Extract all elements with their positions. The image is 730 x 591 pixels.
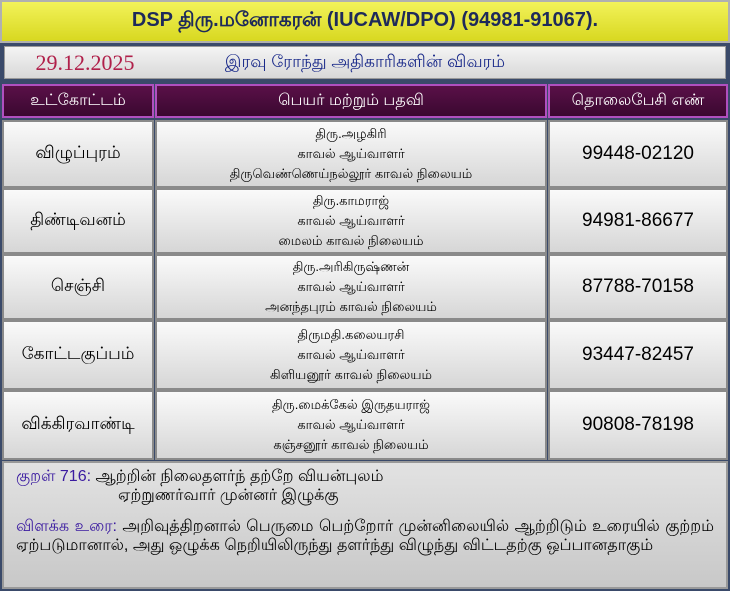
officer-designation: காவல் ஆய்வாளர் (297, 417, 405, 432)
table-row-subdivision: விழுப்புரம் (2, 120, 154, 188)
officer-station: அனந்தபுரம் காவல் நிலையம் (265, 299, 437, 314)
officer-station: கிளியனூர் காவல் நிலையம் (270, 367, 432, 382)
table-row-subdivision: திண்டிவனம் (2, 188, 154, 254)
officer-station: மைலம் காவல் நிலையம் (278, 233, 424, 248)
urai-text: அறிவுத்திறனால் பெருமை பெற்றோர் முன்னிலைய… (16, 518, 715, 554)
table-row-officer: திரு.காமராஜ் காவல் ஆய்வாளர் மைலம் காவல் … (155, 188, 547, 254)
officer-name: திரு.மைக்கேல் இருதயராஜ் (272, 397, 430, 412)
officer-name: திரு.காமராஜ் (312, 193, 390, 208)
column-header-phone: தொலைபேசி எண் (548, 84, 728, 118)
date: 29.12.2025 (35, 49, 135, 75)
kural-box: குறள் 716: ஆற்றின் நிலைதளர்ந் தற்றே வியன… (2, 461, 728, 589)
officer-station: திருவெண்ணெய்நல்லூர் காவல் நிலையம் (229, 166, 473, 181)
kural-line-1: ஆற்றின் நிலைதளர்ந் தற்றே வியன்புலம் (95, 468, 384, 485)
table-row-subdivision: செஞ்சி (2, 254, 154, 320)
officer-name: திருமதி.கலையரசி (297, 327, 405, 342)
table-row-subdivision: விக்கிரவாண்டி (2, 390, 154, 460)
column-header-name: பெயர் மற்றும் பதவி (155, 84, 547, 118)
kural-label: குறள் 716: (16, 468, 92, 485)
subtitle: இரவு ரோந்து அதிகாரிகளின் விவரம் (224, 51, 506, 71)
kural-line-2: ஏற்றுணர்வார் முன்னர் இழுக்கு (118, 487, 339, 504)
table-row-officer: திருமதி.கலையரசி காவல் ஆய்வாளர் கிளியனூர்… (155, 320, 547, 390)
table-row-subdivision: கோட்டகுப்பம் (2, 320, 154, 390)
table-row-officer: திரு.அரிகிருஷ்ணன் காவல் ஆய்வாளர் அனந்தபு… (155, 254, 547, 320)
officer-designation: காவல் ஆய்வாளர் (297, 146, 405, 161)
table-row-phone: 90808-78198 (548, 390, 728, 460)
table-row-officer: திரு.அழகிரி காவல் ஆய்வாளர் திருவெண்ணெய்ந… (155, 120, 547, 188)
officer-designation: காவல் ஆய்வாளர் (297, 279, 405, 294)
officer-name: திரு.அழகிரி (315, 126, 387, 141)
table-row-phone: 94981-86677 (548, 188, 728, 254)
officer-designation: காவல் ஆய்வாளர் (297, 347, 405, 362)
officer-station: கஞ்சனூர் காவல் நிலையம் (273, 437, 429, 452)
urai-label: விளக்க உரை: (16, 518, 117, 535)
table-row-phone: 93447-82457 (548, 320, 728, 390)
table-row-phone: 99448-02120 (548, 120, 728, 188)
table-row-officer: திரு.மைக்கேல் இருதயராஜ் காவல் ஆய்வாளர் க… (155, 390, 547, 460)
column-header-subdivision: உட்கோட்டம் (2, 84, 154, 118)
table-row-phone: 87788-70158 (548, 254, 728, 320)
date-row: 29.12.2025 இரவு ரோந்து அதிகாரிகளின் விவர… (4, 46, 726, 79)
officer-name: திரு.அரிகிருஷ்ணன் (292, 259, 410, 274)
page-title: DSP திரு.மனோகரன் (IUCAW/DPO) (94981-9106… (0, 0, 730, 43)
officer-designation: காவல் ஆய்வாளர் (297, 213, 405, 228)
